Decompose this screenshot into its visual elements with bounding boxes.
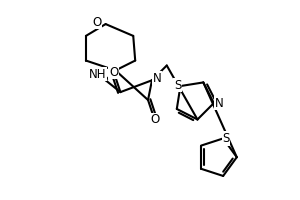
Text: N: N — [152, 72, 161, 85]
Text: N: N — [214, 97, 223, 110]
Text: O: O — [150, 113, 160, 126]
Text: S: S — [174, 79, 181, 92]
Text: NH: NH — [89, 68, 106, 81]
Text: O: O — [92, 16, 101, 29]
Text: O: O — [109, 66, 118, 79]
Text: S: S — [222, 132, 230, 145]
